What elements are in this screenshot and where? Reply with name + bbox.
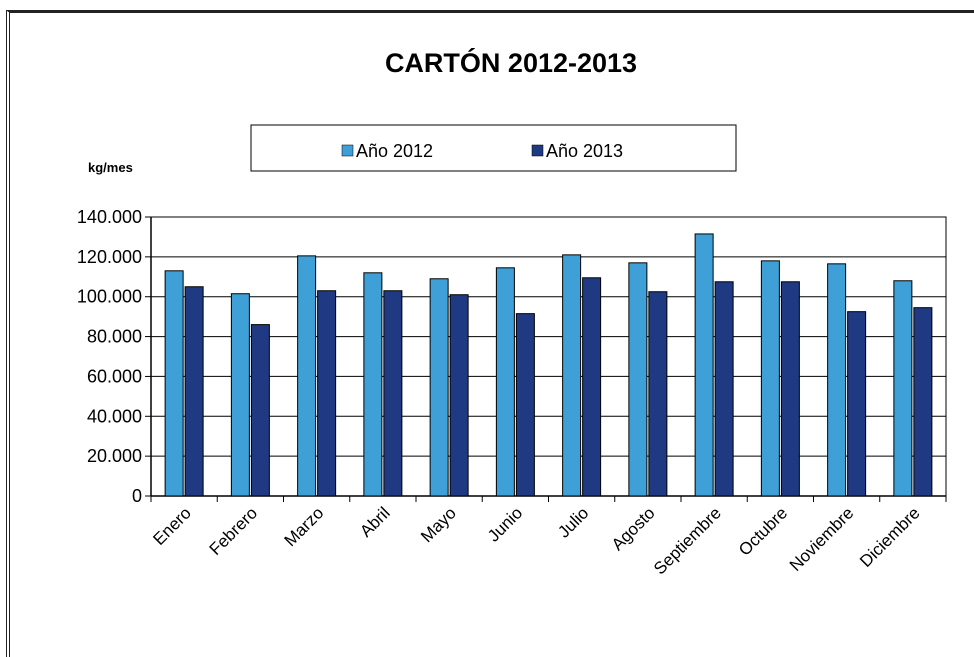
y-tick-label: 100.000 [77, 287, 142, 307]
x-tick-label: Agosto [608, 503, 659, 554]
y-unit-label: kg/mes [88, 160, 133, 175]
bar-julio-series-1 [562, 254, 582, 497]
bar-julio-series-2 [582, 277, 602, 497]
bar-agosto-series-1 [628, 262, 648, 497]
x-tick-label: Febrero [206, 503, 262, 559]
x-tick-label: Mayo [417, 503, 460, 546]
y-tick-label: 80.000 [87, 327, 142, 347]
x-axis: Enero Febrero Marzo Abril Mayo Junio Julio Agos… [149, 495, 947, 578]
bars [164, 233, 933, 497]
plot-border [150, 216, 947, 497]
bar-octubre-series-1 [760, 260, 780, 497]
x-tick-label: Septiembre [650, 503, 725, 578]
bar-noviembre-series-1 [827, 263, 847, 497]
bar-septiembre-series-1 [694, 233, 714, 497]
bar-mayo-series-1 [429, 278, 449, 497]
bar-octubre-series-2 [780, 281, 800, 497]
bar-diciembre-series-1 [893, 280, 913, 497]
legend-label: Año 2012 [356, 141, 433, 161]
y-tick-label: 140.000 [77, 207, 142, 227]
bar-noviembre-series-2 [847, 311, 867, 497]
x-tick-label: Junio [484, 503, 526, 545]
bar-marzo-series-2 [317, 290, 337, 497]
bar-abril-series-2 [383, 290, 403, 497]
chart-frame [6, 10, 974, 657]
legend-box [250, 124, 737, 172]
y-tick-label: 120.000 [77, 247, 142, 267]
x-tick-label: Diciembre [856, 503, 924, 571]
legend-swatch [341, 144, 354, 157]
legend-label: Año 2013 [546, 141, 623, 161]
x-tick-label: Julio [554, 503, 592, 541]
bar-junio-series-2 [515, 313, 535, 497]
bar-abril-series-1 [363, 272, 383, 497]
x-tick-label: Abril [356, 503, 393, 540]
y-tick-label: 40.000 [87, 406, 142, 426]
bar-septiembre-series-2 [714, 281, 734, 497]
bar-agosto-series-2 [648, 291, 668, 497]
x-tick-label: Enero [149, 503, 195, 549]
y-tick-label: 60.000 [87, 366, 142, 386]
x-tick-label: Octubre [735, 503, 791, 559]
plot-area [150, 216, 947, 497]
legend: Año 2012 Año 2013 [250, 124, 737, 172]
y-axis: 0 20.000 40.000 60.000 80.000 100.000 120.000 1… [77, 207, 152, 506]
bar-diciembre-series-2 [913, 307, 933, 497]
bar-enero-series-2 [184, 286, 204, 497]
bar-mayo-series-2 [449, 294, 469, 497]
bar-febrero-series-1 [230, 293, 250, 497]
bar-junio-series-1 [495, 267, 515, 497]
x-tick-label: Noviembre [786, 503, 858, 575]
chart-title: CARTÓN 2012-2013 [385, 47, 637, 78]
bar-marzo-series-1 [297, 255, 317, 497]
y-tick-label: 20.000 [87, 446, 142, 466]
y-tick-label: 0 [132, 486, 142, 506]
legend-swatch [531, 144, 544, 157]
x-tick-label: Marzo [281, 503, 328, 550]
bar-febrero-series-2 [250, 324, 270, 497]
bar-enero-series-1 [164, 270, 184, 497]
